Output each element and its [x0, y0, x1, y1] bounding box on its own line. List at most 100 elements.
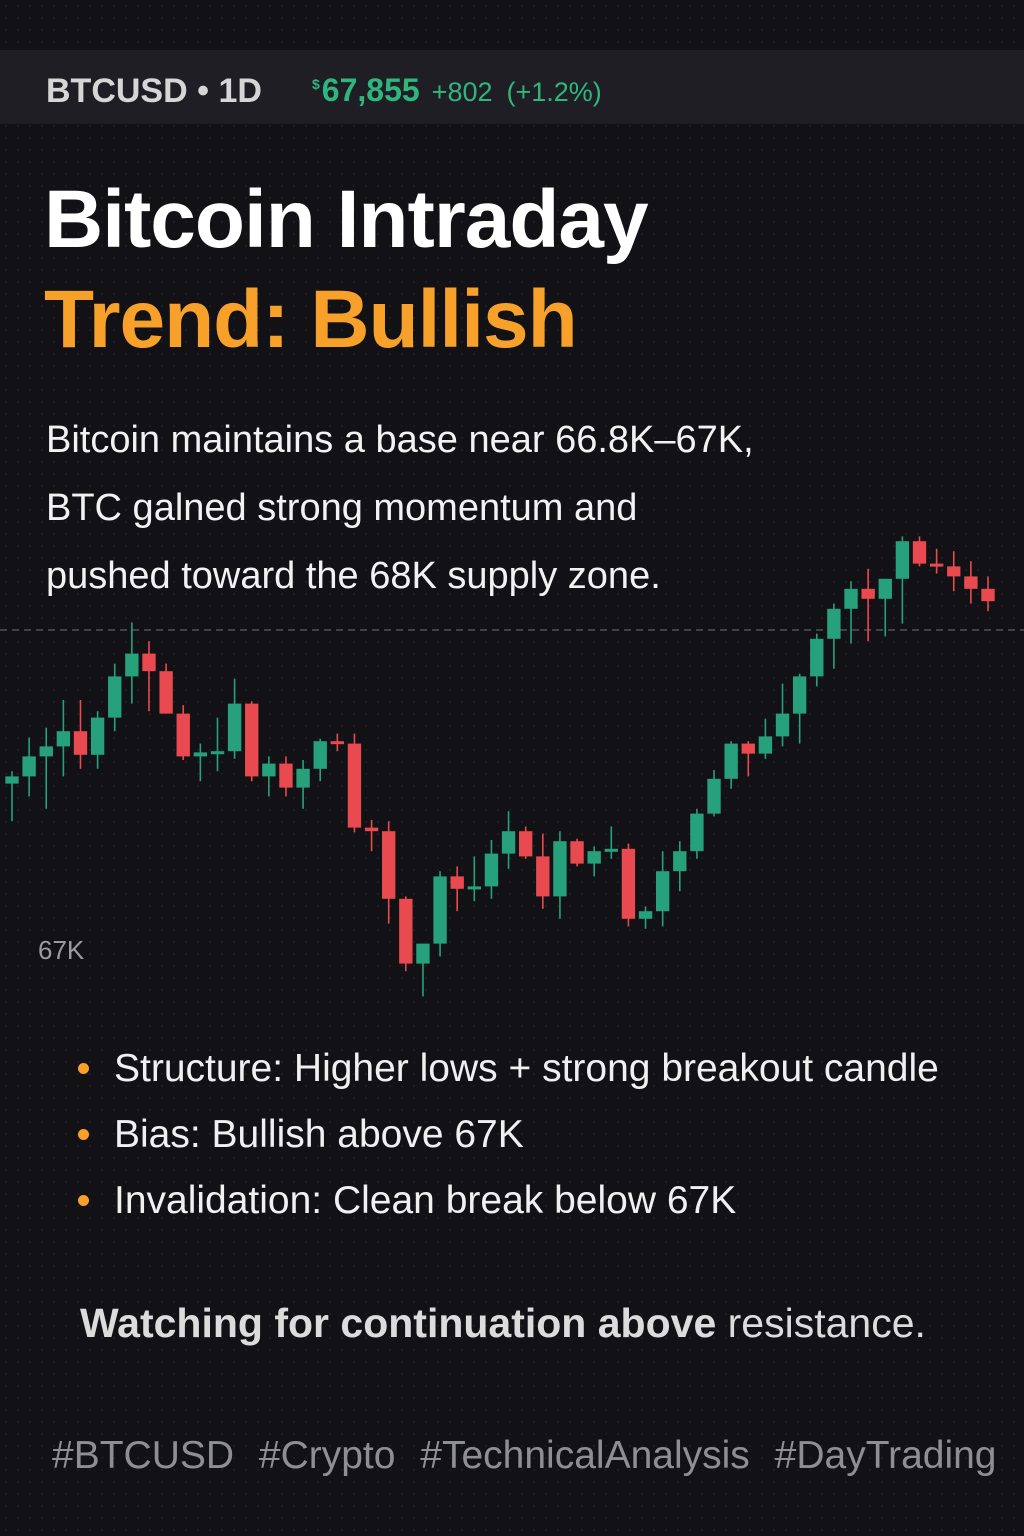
candle [193, 743, 208, 782]
candle [878, 578, 892, 637]
bullet-text: Bias: Bullish above 67K [114, 1113, 524, 1156]
candle [159, 663, 173, 714]
candle [108, 663, 122, 732]
summary-line-3: pushed toward the 68K supply zone. [46, 555, 661, 597]
candle-body [501, 831, 516, 854]
price-change-percent: (+1.2%) [506, 77, 602, 107]
hashtag-link[interactable]: #TechnicalAnalysis [420, 1434, 750, 1477]
candle-body [587, 851, 601, 864]
list-item: Invalidation: Clean break below 67K [78, 1168, 939, 1234]
list-item: Structure: Higher lows + strong breakout… [78, 1036, 939, 1102]
closing-bold: Watching for continuation above [80, 1300, 717, 1346]
candle-body [895, 541, 910, 579]
candle-body [245, 703, 259, 777]
candle-body [724, 743, 738, 779]
candle-body [108, 676, 122, 718]
candle-body [861, 588, 875, 599]
candle [39, 727, 53, 809]
candle-body [364, 827, 379, 832]
candle-body [484, 853, 499, 887]
candle [22, 737, 36, 797]
candle [399, 896, 413, 972]
candle-body [176, 713, 190, 757]
candle-body [347, 743, 362, 828]
candle [775, 683, 790, 747]
candle [536, 833, 550, 909]
candle [5, 771, 19, 822]
candle [519, 826, 533, 859]
candle-body [450, 876, 464, 889]
hashtag-link[interactable]: #BTCUSD [52, 1434, 235, 1477]
key-points-list: Structure: Higher lows + strong breakout… [78, 1036, 939, 1234]
candle [827, 603, 841, 669]
hashtag-link[interactable]: #Crypto [258, 1434, 396, 1477]
candle [724, 741, 738, 789]
candle-body [262, 763, 276, 777]
candle [501, 811, 516, 869]
candle [964, 561, 978, 604]
summary-text: Bitcoin maintains a base near 66.8K–67K,… [46, 406, 846, 610]
price-change: +802 [431, 77, 493, 107]
candle-body [330, 741, 345, 745]
candle-body [467, 886, 481, 890]
hashtag-link[interactable]: #DayTrading [774, 1434, 997, 1477]
candle [245, 701, 259, 782]
title-line-2: Trend: Bullish [44, 274, 578, 365]
candle [621, 843, 636, 927]
ticker-bar [0, 50, 1024, 124]
candle [484, 840, 499, 899]
closing-statement: Watching for continuation above resistan… [80, 1300, 926, 1347]
candle-body [73, 731, 88, 755]
candle [844, 581, 858, 644]
candle-body [22, 756, 36, 777]
summary-line-1: Bitcoin maintains a base near 66.8K–67K, [46, 419, 754, 461]
candle-body [536, 856, 550, 897]
candle [929, 548, 944, 574]
bullet-dot-icon [78, 1063, 89, 1074]
ticker-symbol[interactable]: BTCUSD • 1D [46, 72, 262, 110]
candle [810, 633, 824, 687]
candle-body [844, 588, 858, 609]
summary-line-2: BTC galned strong momentum and [46, 487, 638, 529]
bullet-text: Invalidation: Clean break below 67K [114, 1179, 737, 1222]
candle-body [775, 713, 790, 737]
candle [227, 678, 242, 759]
candle-body [90, 717, 105, 755]
candle [90, 711, 105, 769]
title-line-1: Bitcoin Intraday [44, 174, 649, 265]
candle [638, 906, 653, 929]
candle [433, 871, 447, 957]
candle [553, 831, 567, 919]
candle-body [758, 736, 773, 754]
candle-body [792, 676, 807, 714]
candle-body [313, 741, 327, 769]
candle-body [638, 911, 653, 919]
candle [655, 851, 670, 927]
candle-body [741, 743, 755, 754]
candle-body [399, 898, 413, 964]
candle-body [810, 638, 824, 677]
closing-rest: resistance. [716, 1300, 926, 1346]
y-axis-label: 67K [38, 935, 85, 965]
candle-body [210, 751, 225, 755]
list-item: Bias: Bullish above 67K [78, 1102, 939, 1168]
bullet-dot-icon [78, 1195, 89, 1206]
candle [125, 622, 139, 704]
candle [364, 820, 379, 852]
candle-body [707, 778, 721, 814]
candle-body [655, 871, 670, 912]
candle [981, 576, 995, 612]
candle [262, 756, 276, 797]
candle-body [604, 848, 618, 852]
candle-body [56, 731, 71, 747]
candle [210, 717, 225, 772]
price-quote: $ 67,855 +802 (+1.2%) [312, 72, 602, 109]
candle-body [912, 541, 927, 564]
candle-body [433, 876, 447, 944]
bullet-text: Structure: Higher lows + strong breakout… [114, 1047, 939, 1090]
candle-body [827, 608, 841, 639]
candle-body [570, 841, 584, 864]
candle-body [621, 848, 636, 919]
candle [467, 856, 481, 902]
candle-body [690, 813, 704, 852]
